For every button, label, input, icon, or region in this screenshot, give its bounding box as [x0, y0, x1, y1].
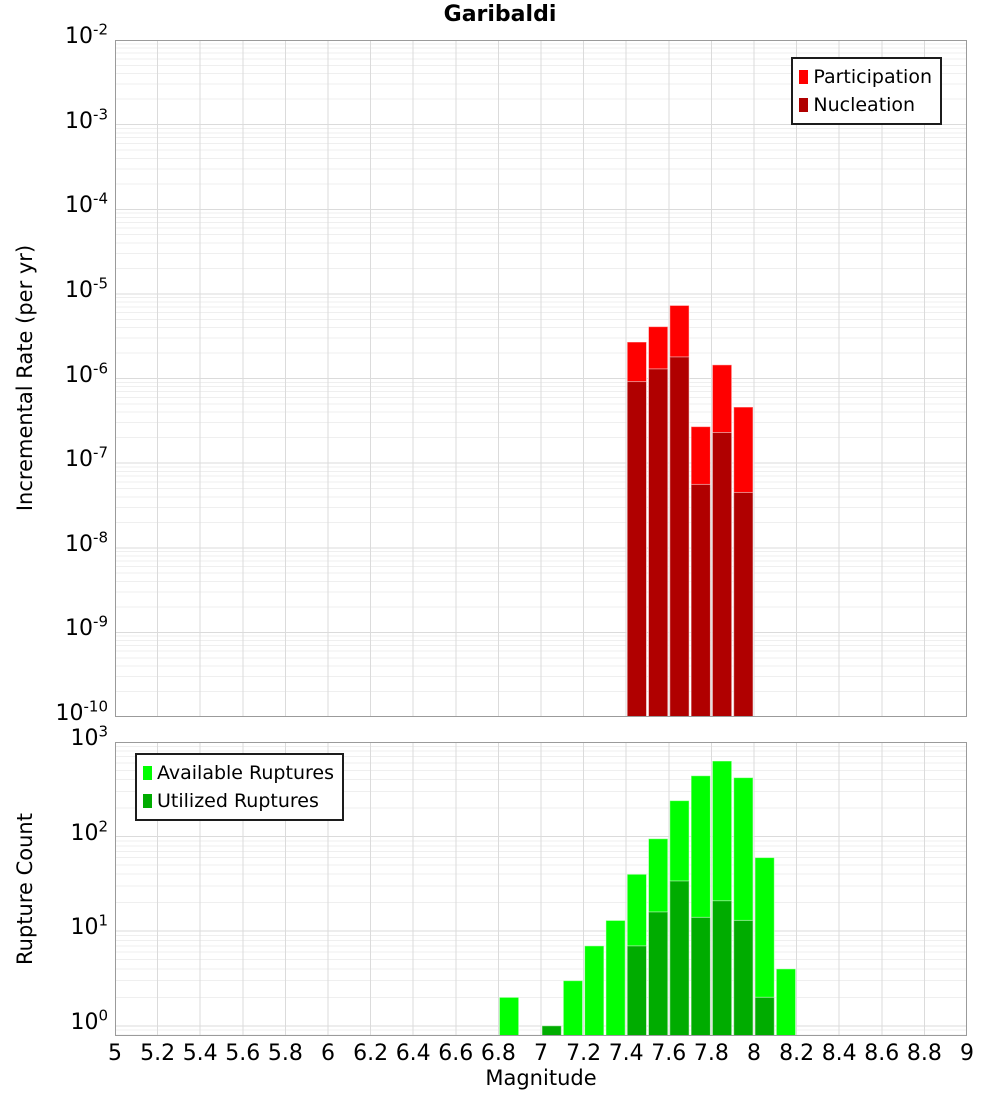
legend-label: Nucleation — [813, 94, 916, 116]
x-tick-label: 6.6 — [438, 1041, 474, 1066]
x-axis-title: Magnitude — [485, 1066, 597, 1090]
rate-plot-area — [115, 40, 967, 717]
x-tick-label: 7.8 — [693, 1041, 729, 1066]
y-tick-label: 101 — [70, 911, 108, 941]
series-utilized — [541, 880, 775, 1036]
x-tick-label: 5.6 — [225, 1041, 261, 1066]
bar-available — [605, 919, 626, 1036]
legend-item: Utilized Ruptures — [143, 787, 334, 815]
y-tick-label: 10-8 — [65, 528, 108, 557]
bar-utilized — [690, 916, 711, 1036]
y-tick-label: 10-4 — [65, 189, 108, 219]
x-tick-label: 6.2 — [353, 1041, 389, 1066]
bar-utilized — [669, 880, 690, 1036]
y-tick-label: 102 — [70, 817, 108, 846]
y-tick-label: 10-6 — [65, 359, 108, 388]
legend-item: Available Ruptures — [143, 759, 334, 787]
legend-swatch-icon — [143, 794, 152, 808]
bar-nucleation — [711, 432, 733, 717]
bar-utilized — [541, 1025, 562, 1036]
x-tick-label: 6.4 — [395, 1041, 431, 1066]
y-tick-label: 100 — [70, 1006, 108, 1035]
legend: Available Ruptures Utilized Ruptures — [135, 753, 344, 821]
x-tick-label: 8.6 — [864, 1041, 900, 1066]
x-tick-label: 5.8 — [267, 1041, 303, 1066]
x-tick-label: 8.8 — [906, 1041, 942, 1066]
bar-nucleation — [669, 356, 690, 717]
y-tick-label: 103 — [70, 722, 108, 751]
bar-nucleation — [648, 368, 669, 717]
legend-label: Utilized Ruptures — [157, 790, 319, 812]
x-tick-label: 9 — [960, 1041, 974, 1066]
legend-label: Available Ruptures — [157, 762, 334, 784]
bar-available — [754, 857, 775, 1036]
x-tick-label: 7.6 — [651, 1041, 687, 1066]
x-tick-label: 5.4 — [182, 1041, 218, 1066]
bar-nucleation — [733, 491, 754, 717]
y-tick-label: 10-7 — [65, 443, 108, 473]
series-nucleation — [626, 356, 754, 717]
y-tick-label: 10-10 — [55, 697, 109, 726]
legend-swatch-icon — [799, 98, 809, 112]
x-tick-label: 5.2 — [140, 1041, 176, 1066]
bar-available — [775, 968, 797, 1036]
y-tick-label: 10-3 — [65, 105, 108, 134]
y-tick-label: 10-9 — [65, 613, 108, 642]
bar-utilized — [733, 919, 754, 1036]
bar-utilized — [754, 996, 775, 1036]
x-tick-label: 6.8 — [480, 1041, 516, 1066]
legend-item: Participation — [799, 63, 932, 91]
bar-available — [584, 945, 605, 1036]
x-tick-label: 7.2 — [566, 1041, 602, 1066]
bar-available — [498, 996, 520, 1036]
bar-nucleation — [626, 381, 648, 717]
bar-utilized — [711, 900, 733, 1036]
bar-utilized — [648, 911, 669, 1036]
bar-utilized — [626, 945, 648, 1036]
x-tick-label: 6 — [321, 1041, 335, 1066]
legend-swatch-icon — [143, 766, 152, 780]
legend-item: Nucleation — [799, 91, 932, 119]
x-tick-label: 7 — [534, 1041, 548, 1066]
x-tick-label: 8.4 — [821, 1041, 857, 1066]
y-tick-label: 10-2 — [65, 20, 108, 49]
legend-label: Participation — [813, 66, 932, 88]
chart-title: Garibaldi — [443, 2, 557, 27]
legend: Participation Nucleation — [791, 57, 942, 125]
legend-swatch-icon — [799, 70, 809, 84]
x-tick-label: 5 — [108, 1041, 122, 1066]
y-tick-label: 10-5 — [65, 274, 108, 303]
x-tick-label: 7.4 — [608, 1041, 644, 1066]
bar-available — [562, 980, 584, 1036]
x-tick-label: 8.2 — [779, 1041, 815, 1066]
bar-nucleation — [690, 483, 711, 717]
x-tick-label: 8 — [747, 1041, 761, 1066]
